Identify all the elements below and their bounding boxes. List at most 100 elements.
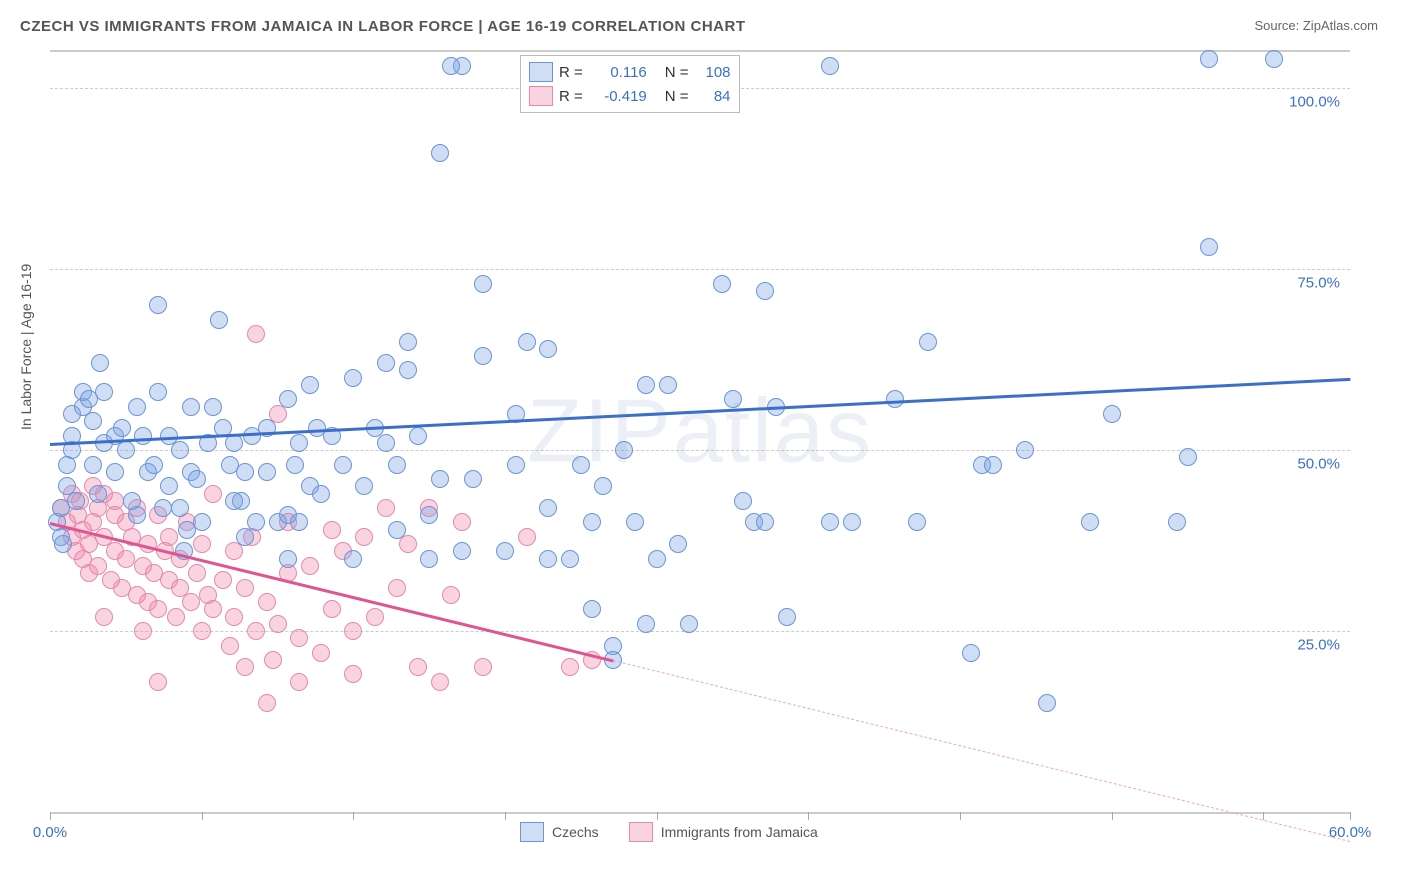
xtick — [1112, 812, 1113, 820]
point-czechs — [1103, 405, 1121, 423]
point-czechs — [756, 513, 774, 531]
point-czechs — [91, 354, 109, 372]
point-czechs — [301, 477, 319, 495]
point-czechs — [154, 499, 172, 517]
point-jamaica — [474, 658, 492, 676]
swatch-jamaica — [529, 86, 553, 106]
point-jamaica — [399, 535, 417, 553]
point-czechs — [117, 441, 135, 459]
point-czechs — [344, 369, 362, 387]
point-czechs — [258, 463, 276, 481]
point-czechs — [669, 535, 687, 553]
point-jamaica — [561, 658, 579, 676]
point-czechs — [984, 456, 1002, 474]
legend-label-jamaica: Immigrants from Jamaica — [661, 824, 818, 840]
swatch-czechs — [520, 822, 544, 842]
legend-item-czechs: Czechs — [520, 822, 599, 842]
point-jamaica — [377, 499, 395, 517]
point-czechs — [756, 282, 774, 300]
point-czechs — [474, 275, 492, 293]
ytick-label: 100.0% — [1289, 94, 1340, 111]
xtick — [353, 812, 354, 820]
legend-label-czechs: Czechs — [552, 824, 599, 840]
point-czechs — [713, 275, 731, 293]
point-jamaica — [236, 658, 254, 676]
xtick — [50, 812, 51, 820]
point-czechs — [680, 615, 698, 633]
point-czechs — [145, 456, 163, 474]
point-czechs — [171, 441, 189, 459]
point-jamaica — [290, 629, 308, 647]
point-jamaica — [149, 600, 167, 618]
gridline — [50, 269, 1350, 270]
point-czechs — [67, 492, 85, 510]
point-czechs — [182, 398, 200, 416]
point-czechs — [236, 463, 254, 481]
point-czechs — [128, 398, 146, 416]
point-jamaica — [247, 325, 265, 343]
point-jamaica — [117, 550, 135, 568]
point-czechs — [344, 550, 362, 568]
point-czechs — [1200, 50, 1218, 68]
point-czechs — [106, 463, 124, 481]
point-czechs — [1168, 513, 1186, 531]
gridline — [50, 631, 1350, 632]
point-czechs — [442, 57, 460, 75]
point-czechs — [286, 456, 304, 474]
point-czechs — [778, 608, 796, 626]
point-jamaica — [355, 528, 373, 546]
point-jamaica — [323, 600, 341, 618]
chart-title: CZECH VS IMMIGRANTS FROM JAMAICA IN LABO… — [20, 18, 746, 35]
point-jamaica — [80, 564, 98, 582]
point-czechs — [160, 477, 178, 495]
point-jamaica — [106, 492, 124, 510]
point-jamaica — [95, 608, 113, 626]
point-jamaica — [188, 564, 206, 582]
point-jamaica — [442, 586, 460, 604]
trend-line — [613, 660, 1350, 842]
point-czechs — [193, 513, 211, 531]
legend-stats-row-jamaica: R = -0.419 N = 84 — [529, 84, 731, 108]
point-czechs — [962, 644, 980, 662]
point-czechs — [1200, 238, 1218, 256]
point-czechs — [1016, 441, 1034, 459]
point-czechs — [420, 506, 438, 524]
point-czechs — [1265, 50, 1283, 68]
point-jamaica — [518, 528, 536, 546]
point-jamaica — [225, 608, 243, 626]
czechs-r-value: 0.116 — [589, 64, 647, 81]
point-czechs — [210, 311, 228, 329]
point-czechs — [507, 456, 525, 474]
point-jamaica — [193, 535, 211, 553]
point-czechs — [301, 376, 319, 394]
point-czechs — [279, 390, 297, 408]
point-czechs — [724, 390, 742, 408]
point-czechs — [908, 513, 926, 531]
gridline — [50, 450, 1350, 451]
ytick-label: 50.0% — [1297, 456, 1340, 473]
jamaica-r-value: -0.419 — [589, 88, 647, 105]
stat-label-n: N = — [665, 64, 689, 81]
point-czechs — [464, 470, 482, 488]
point-czechs — [843, 513, 861, 531]
point-jamaica — [258, 694, 276, 712]
swatch-jamaica — [629, 822, 653, 842]
xtick-label: 0.0% — [33, 824, 67, 841]
point-czechs — [171, 499, 189, 517]
point-czechs — [539, 340, 557, 358]
trend-line — [50, 378, 1350, 446]
point-czechs — [409, 427, 427, 445]
point-czechs — [637, 376, 655, 394]
point-jamaica — [323, 521, 341, 539]
point-czechs — [149, 296, 167, 314]
xtick — [505, 812, 506, 820]
point-czechs — [572, 456, 590, 474]
point-czechs — [734, 492, 752, 510]
point-czechs — [561, 550, 579, 568]
point-czechs — [290, 513, 308, 531]
czechs-n-value: 108 — [695, 64, 731, 81]
point-czechs — [204, 398, 222, 416]
point-czechs — [1179, 448, 1197, 466]
point-czechs — [95, 383, 113, 401]
point-czechs — [431, 144, 449, 162]
